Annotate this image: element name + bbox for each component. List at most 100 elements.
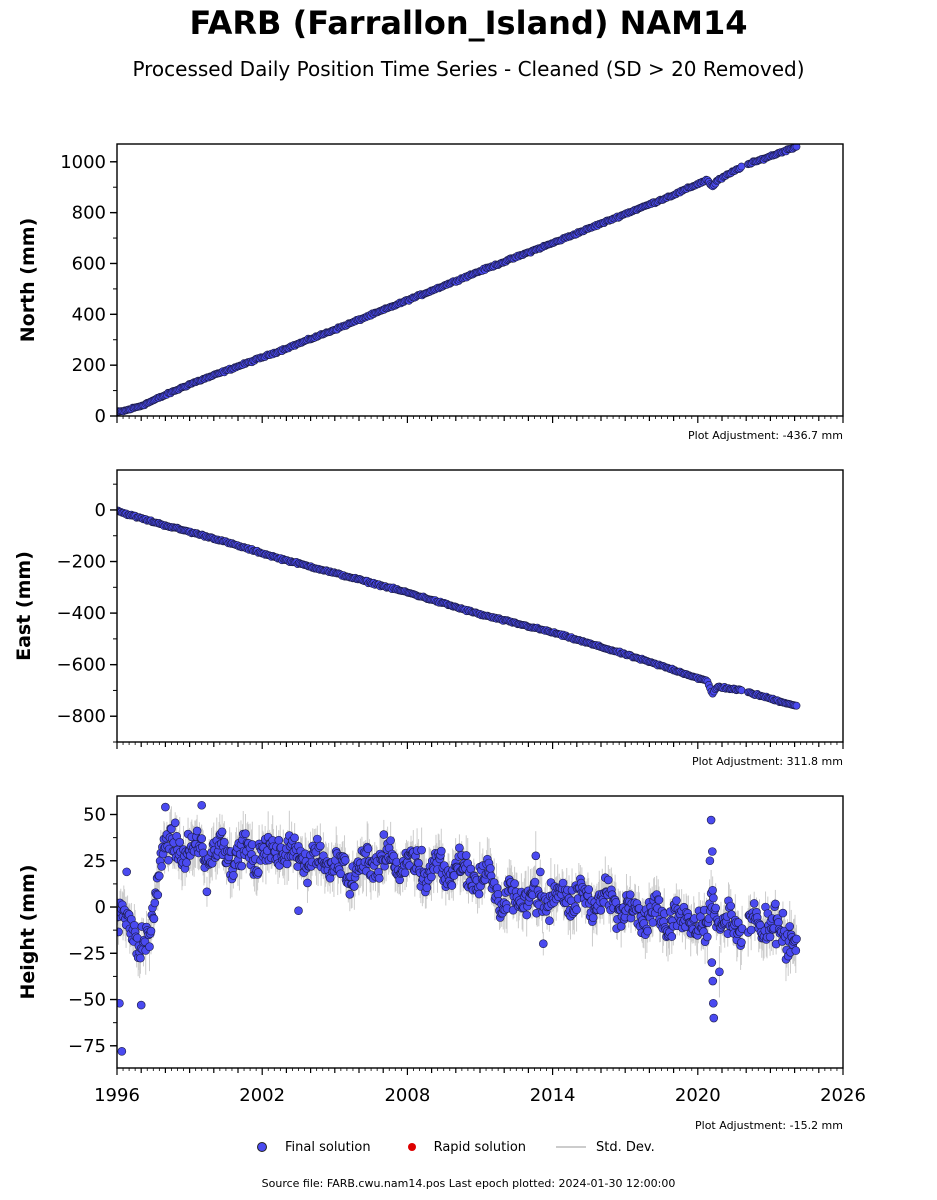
data-point bbox=[486, 864, 495, 873]
data-layer bbox=[117, 144, 801, 416]
y-tick-label: −600 bbox=[57, 655, 106, 676]
data-point bbox=[340, 855, 350, 865]
data-point bbox=[706, 815, 716, 825]
data-point bbox=[417, 845, 426, 855]
panel-0: 0 200 400 600 800 1000 North (mm) Plot Adjustme… bbox=[17, 143, 844, 442]
data-point bbox=[535, 867, 545, 877]
data-point bbox=[436, 846, 446, 856]
data-point bbox=[709, 1013, 719, 1023]
y-axis-label: Height (mm) bbox=[17, 864, 39, 999]
data-point bbox=[778, 908, 788, 918]
data-point bbox=[422, 883, 432, 893]
y-tick-label: 600 bbox=[72, 253, 106, 274]
final-points bbox=[117, 144, 801, 416]
legend-rapid-label: Rapid solution bbox=[433, 1139, 527, 1155]
data-point bbox=[726, 901, 736, 911]
data-point bbox=[155, 871, 164, 881]
legend: Final solution Rapid solution Std. Dev. bbox=[250, 1136, 685, 1158]
y-tick-label: 200 bbox=[72, 355, 106, 376]
data-point bbox=[349, 882, 359, 891]
data-point bbox=[702, 932, 712, 942]
data-point bbox=[175, 837, 184, 847]
x-tick-label: 2014 bbox=[530, 1085, 576, 1106]
data-point bbox=[455, 843, 464, 853]
y-tick-label: −50 bbox=[68, 990, 106, 1011]
data-point bbox=[737, 162, 746, 171]
data-point bbox=[708, 885, 717, 895]
plot-adjustment: Plot Adjustment: -436.7 mm bbox=[688, 429, 843, 442]
data-point bbox=[400, 868, 410, 878]
y-tick-label: −75 bbox=[68, 1036, 106, 1057]
data-point bbox=[510, 879, 519, 888]
data-layer bbox=[117, 506, 801, 710]
data-point bbox=[538, 939, 548, 949]
y-tick-label: 800 bbox=[72, 203, 106, 224]
data-point bbox=[241, 829, 250, 839]
data-point bbox=[117, 1047, 127, 1056]
final-points bbox=[117, 506, 801, 710]
data-point bbox=[737, 938, 746, 947]
data-point bbox=[149, 914, 159, 924]
std-line-icon bbox=[556, 1146, 587, 1148]
data-point bbox=[603, 875, 613, 885]
data-point bbox=[294, 906, 303, 916]
x-tick-label: 2002 bbox=[239, 1085, 285, 1106]
plot-adjustment: Plot Adjustment: -15.2 mm bbox=[695, 1119, 843, 1132]
data-point bbox=[522, 910, 532, 920]
data-point bbox=[708, 998, 718, 1008]
data-point bbox=[117, 927, 123, 937]
data-point bbox=[737, 686, 746, 695]
data-point bbox=[136, 1000, 146, 1010]
data-point bbox=[161, 802, 170, 812]
x-tick-label: 2020 bbox=[675, 1085, 721, 1106]
data-point bbox=[274, 835, 284, 845]
data-point bbox=[711, 903, 721, 913]
panel-2: 50 25 0 −25 −50 −75 1996 2002 2008 2014 2020 2026 He… bbox=[17, 795, 866, 1132]
footer-source: Source file: FARB.cwu.nam14.pos Last epo… bbox=[261, 1177, 676, 1190]
data-point bbox=[202, 887, 212, 897]
y-tick-label: 400 bbox=[72, 304, 106, 325]
data-point bbox=[427, 872, 436, 882]
y-tick-label: 25 bbox=[83, 851, 106, 872]
data-point bbox=[667, 932, 677, 941]
y-tick-label: −800 bbox=[57, 706, 106, 727]
data-point bbox=[461, 851, 471, 860]
data-point bbox=[672, 896, 681, 905]
data-point bbox=[588, 913, 598, 923]
y-tick-label: 0 bbox=[95, 406, 106, 427]
data-point bbox=[197, 834, 206, 843]
data-point bbox=[572, 905, 581, 915]
data-point bbox=[792, 934, 801, 944]
x-tick-label: 2026 bbox=[820, 1085, 866, 1106]
data-point bbox=[625, 890, 635, 900]
legend-final: Final solution bbox=[250, 1140, 371, 1155]
data-point bbox=[229, 871, 238, 880]
data-point bbox=[336, 869, 346, 879]
data-point bbox=[791, 946, 801, 955]
data-point bbox=[792, 701, 801, 710]
data-point bbox=[253, 868, 263, 877]
data-layer bbox=[117, 800, 801, 1056]
data-point bbox=[386, 836, 395, 845]
data-point bbox=[192, 826, 202, 836]
data-point bbox=[709, 893, 718, 903]
x-tick-label: 2008 bbox=[384, 1085, 430, 1106]
data-point bbox=[182, 858, 191, 867]
data-point bbox=[584, 885, 594, 894]
panel-1: 0 −200 −400 −600 −800 East (mm) Plot Adjustmen… bbox=[13, 469, 844, 768]
data-point bbox=[217, 827, 227, 837]
data-point bbox=[643, 926, 652, 936]
y-tick-label: 0 bbox=[95, 500, 106, 521]
data-point bbox=[136, 953, 145, 963]
data-point bbox=[749, 899, 759, 908]
data-point bbox=[765, 932, 775, 942]
legend-std-label: Std. Dev. bbox=[596, 1139, 655, 1155]
data-point bbox=[374, 873, 384, 883]
data-point bbox=[708, 847, 717, 856]
data-point bbox=[290, 833, 299, 843]
x-tick-label: 1996 bbox=[94, 1085, 140, 1106]
data-point bbox=[170, 818, 180, 828]
data-point bbox=[220, 837, 229, 847]
y-axis-label: North (mm) bbox=[17, 218, 39, 343]
data-point bbox=[237, 861, 246, 871]
